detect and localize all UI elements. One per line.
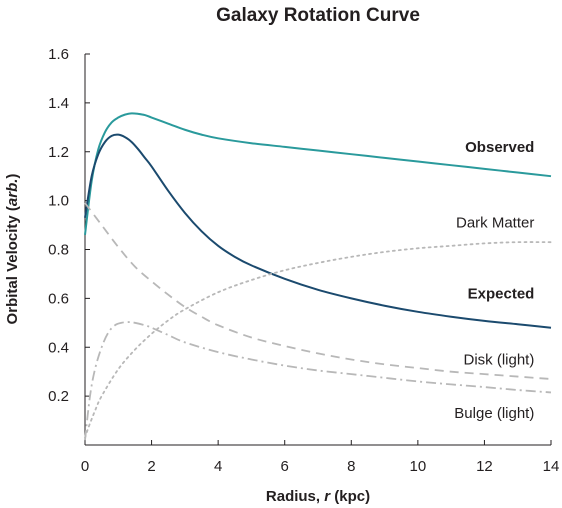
- y-tick-label: 1.6: [48, 46, 69, 63]
- y-tick-label: 1.0: [48, 193, 69, 210]
- y-tick-label: 1.2: [48, 144, 69, 161]
- y-tick-label: 0.2: [48, 388, 69, 405]
- x-tick-label: 4: [214, 458, 222, 475]
- expected-label: Expected: [468, 285, 535, 302]
- x-tick-label: 2: [147, 458, 155, 475]
- x-tick-label: 10: [410, 458, 427, 475]
- y-tick-label: 0.8: [48, 242, 69, 259]
- x-ticks: 0 2 4 6 8 10 12 14: [81, 440, 560, 475]
- x-tick-label: 12: [476, 458, 493, 475]
- x-tick-label: 14: [543, 458, 560, 475]
- observed-label: Observed: [465, 139, 534, 156]
- x-tick-label: 8: [347, 458, 355, 475]
- expected-curve: [84, 133, 552, 329]
- disk-light-curve: [84, 202, 552, 380]
- dark-matter-curve: [84, 241, 552, 439]
- x-tick-label: 6: [281, 458, 289, 475]
- x-tick-label: 0: [81, 458, 89, 475]
- y-tick-label: 0.6: [48, 290, 69, 307]
- y-tick-label: 1.4: [48, 95, 69, 112]
- y-axis-title: Orbital Velocity (arb.): [4, 174, 21, 325]
- x-axis-title: Radius, r (kpc): [266, 488, 370, 505]
- y-tick-label: 0.4: [48, 339, 69, 356]
- bulge-light-curve: [84, 321, 552, 441]
- series-labels: Observed Expected Dark Matter Disk (light) B…: [454, 139, 534, 422]
- y-ticks: 0.2 0.4 0.6 0.8 1.0 1.2 1.4 1.6: [48, 46, 90, 405]
- bulge-light-label: Bulge (light): [454, 405, 534, 422]
- dark-matter-label: Dark Matter: [456, 215, 534, 232]
- series-lines: [84, 112, 552, 441]
- chart-title: Galaxy Rotation Curve: [216, 5, 420, 26]
- observed-curve: [84, 112, 552, 235]
- disk-light-label: Disk (light): [464, 351, 535, 368]
